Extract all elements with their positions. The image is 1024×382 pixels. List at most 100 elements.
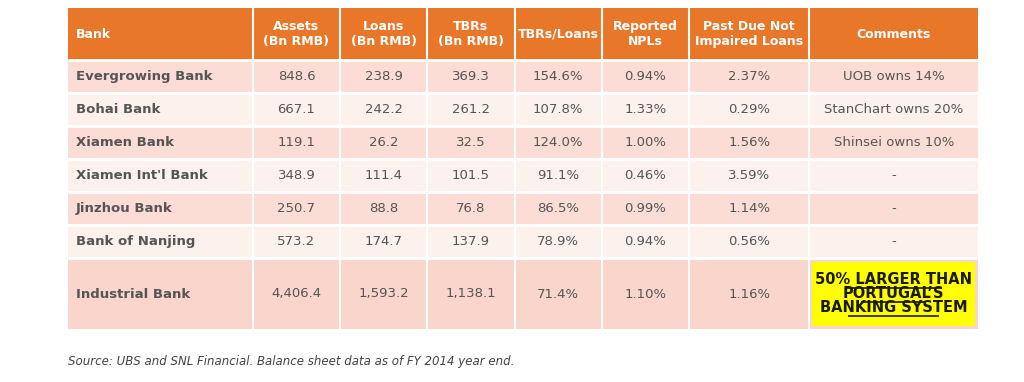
Bar bbox=[689, 61, 809, 92]
Text: 124.0%: 124.0% bbox=[532, 136, 584, 149]
Bar bbox=[253, 226, 340, 257]
Text: Source: UBS and SNL Financial. Balance sheet data as of FY 2014 year end.: Source: UBS and SNL Financial. Balance s… bbox=[68, 355, 514, 368]
Bar bbox=[68, 160, 253, 191]
Bar bbox=[427, 226, 514, 257]
Bar bbox=[602, 8, 689, 60]
Bar bbox=[602, 226, 689, 257]
Text: Loans
(Bn RMB): Loans (Bn RMB) bbox=[350, 20, 417, 48]
Bar bbox=[68, 193, 253, 224]
Text: 667.1: 667.1 bbox=[278, 103, 315, 116]
Text: TBRs
(Bn RMB): TBRs (Bn RMB) bbox=[438, 20, 504, 48]
Text: 111.4: 111.4 bbox=[365, 169, 402, 182]
Bar bbox=[689, 8, 809, 60]
Text: Industrial Bank: Industrial Bank bbox=[76, 288, 190, 301]
Bar bbox=[340, 259, 427, 329]
Bar bbox=[514, 193, 602, 224]
Text: 573.2: 573.2 bbox=[278, 235, 315, 248]
Bar bbox=[514, 259, 602, 329]
Text: 1.00%: 1.00% bbox=[625, 136, 667, 149]
Text: 4,406.4: 4,406.4 bbox=[271, 288, 322, 301]
Bar bbox=[427, 8, 514, 60]
Text: 32.5: 32.5 bbox=[456, 136, 485, 149]
Bar bbox=[809, 8, 978, 60]
Text: 0.99%: 0.99% bbox=[625, 202, 667, 215]
Bar bbox=[427, 61, 514, 92]
Bar bbox=[514, 8, 602, 60]
Bar bbox=[253, 193, 340, 224]
Bar bbox=[68, 61, 253, 92]
Text: 0.46%: 0.46% bbox=[625, 169, 667, 182]
Text: 261.2: 261.2 bbox=[452, 103, 489, 116]
Bar bbox=[340, 160, 427, 191]
Text: 76.8: 76.8 bbox=[457, 202, 485, 215]
Text: 101.5: 101.5 bbox=[452, 169, 489, 182]
Bar bbox=[602, 61, 689, 92]
Bar bbox=[68, 94, 253, 125]
Text: 119.1: 119.1 bbox=[278, 136, 315, 149]
Bar bbox=[68, 127, 253, 158]
Bar bbox=[689, 226, 809, 257]
Bar bbox=[427, 94, 514, 125]
Text: Assets
(Bn RMB): Assets (Bn RMB) bbox=[263, 20, 330, 48]
Text: Comments: Comments bbox=[857, 28, 931, 40]
Text: Past Due Not
Impaired Loans: Past Due Not Impaired Loans bbox=[695, 20, 803, 48]
Bar bbox=[602, 94, 689, 125]
Bar bbox=[253, 8, 340, 60]
Text: 1.14%: 1.14% bbox=[728, 202, 770, 215]
Text: 1.33%: 1.33% bbox=[625, 103, 667, 116]
Text: -: - bbox=[891, 169, 896, 182]
Text: 174.7: 174.7 bbox=[365, 235, 402, 248]
Text: -: - bbox=[891, 202, 896, 215]
Bar bbox=[812, 262, 975, 326]
Bar bbox=[68, 226, 253, 257]
Text: 1,593.2: 1,593.2 bbox=[358, 288, 409, 301]
Bar bbox=[340, 226, 427, 257]
Text: 250.7: 250.7 bbox=[278, 202, 315, 215]
Text: 71.4%: 71.4% bbox=[537, 288, 580, 301]
Text: 1.56%: 1.56% bbox=[728, 136, 770, 149]
Bar bbox=[602, 127, 689, 158]
Text: UOB owns 14%: UOB owns 14% bbox=[843, 70, 944, 83]
Text: 1,138.1: 1,138.1 bbox=[445, 288, 497, 301]
Bar bbox=[68, 8, 253, 60]
Bar bbox=[427, 127, 514, 158]
Text: 107.8%: 107.8% bbox=[532, 103, 584, 116]
Text: 26.2: 26.2 bbox=[369, 136, 398, 149]
Bar bbox=[514, 226, 602, 257]
Text: Bank: Bank bbox=[76, 28, 112, 40]
Bar bbox=[809, 226, 978, 257]
Text: TBRs/Loans: TBRs/Loans bbox=[517, 28, 599, 40]
Bar bbox=[514, 61, 602, 92]
Text: 2.37%: 2.37% bbox=[728, 70, 770, 83]
Text: 88.8: 88.8 bbox=[369, 202, 398, 215]
Bar bbox=[809, 94, 978, 125]
Bar bbox=[340, 8, 427, 60]
Text: 154.6%: 154.6% bbox=[532, 70, 584, 83]
Text: 1.16%: 1.16% bbox=[728, 288, 770, 301]
Text: Bank of Nanjing: Bank of Nanjing bbox=[76, 235, 196, 248]
Bar bbox=[340, 193, 427, 224]
Bar bbox=[689, 160, 809, 191]
Bar bbox=[514, 94, 602, 125]
Bar bbox=[689, 127, 809, 158]
Bar bbox=[253, 61, 340, 92]
Text: 369.3: 369.3 bbox=[452, 70, 489, 83]
Text: BANKING SYSTEM: BANKING SYSTEM bbox=[820, 301, 968, 316]
Text: -: - bbox=[891, 235, 896, 248]
Text: Evergrowing Bank: Evergrowing Bank bbox=[76, 70, 213, 83]
Text: PORTUGAL’S: PORTUGAL’S bbox=[843, 286, 944, 301]
Bar bbox=[602, 193, 689, 224]
Text: 848.6: 848.6 bbox=[278, 70, 315, 83]
Bar bbox=[514, 127, 602, 158]
Text: Xiamen Int'l Bank: Xiamen Int'l Bank bbox=[76, 169, 208, 182]
Bar bbox=[809, 259, 978, 329]
Text: Xiamen Bank: Xiamen Bank bbox=[76, 136, 174, 149]
Bar bbox=[340, 94, 427, 125]
Text: 137.9: 137.9 bbox=[452, 235, 489, 248]
Text: 238.9: 238.9 bbox=[365, 70, 402, 83]
Bar bbox=[253, 160, 340, 191]
Text: 50% LARGER THAN: 50% LARGER THAN bbox=[815, 272, 972, 288]
Bar bbox=[809, 193, 978, 224]
Bar bbox=[689, 94, 809, 125]
Text: 0.29%: 0.29% bbox=[728, 103, 770, 116]
